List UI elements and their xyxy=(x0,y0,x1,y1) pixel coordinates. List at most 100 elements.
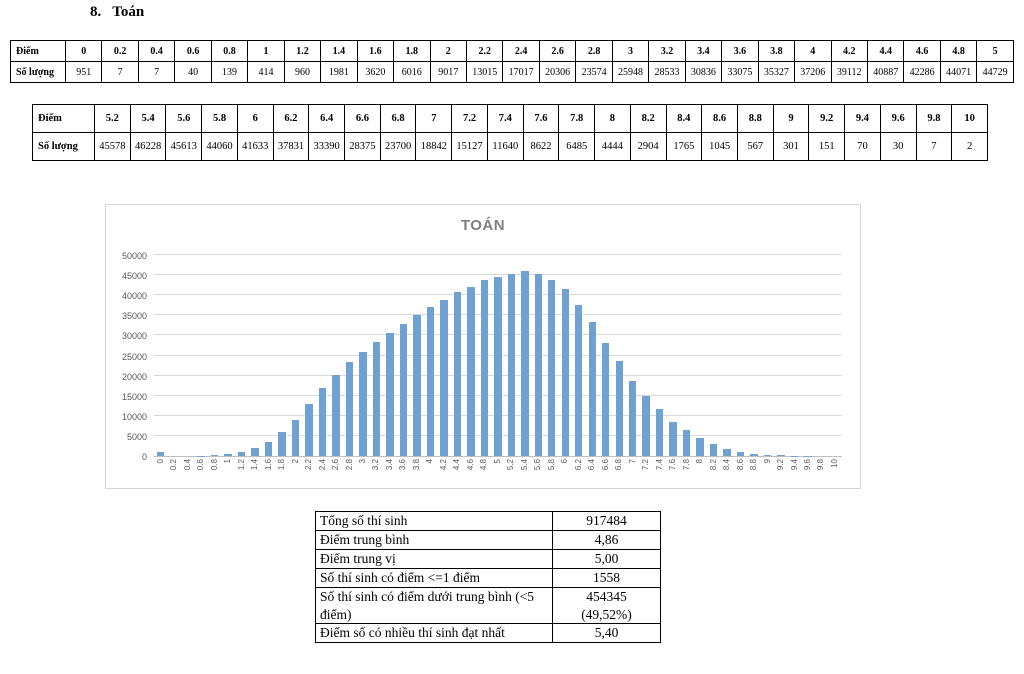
x-tick-label: 7.8 xyxy=(681,459,691,471)
x-tick: 7.8 xyxy=(680,459,693,470)
x-tick-label: 6.6 xyxy=(600,459,610,471)
count-cell: 17017 xyxy=(502,61,540,83)
count-cell: 33390 xyxy=(308,132,346,161)
section-title: Toán xyxy=(112,4,145,20)
count-cell: 6016 xyxy=(393,61,431,83)
x-tick: 1 xyxy=(221,459,234,470)
bar-slot xyxy=(491,256,504,456)
summary-value: 454345 (49,52%) xyxy=(552,586,661,625)
score-cell: 5.2 xyxy=(94,104,131,133)
x-tick: 8.4 xyxy=(720,459,733,470)
section-heading: 8. Toán xyxy=(90,4,144,21)
x-tick: 3.6 xyxy=(397,459,410,470)
summary-label: Số thí sinh có điểm dưới trung bình (<5 … xyxy=(315,586,553,625)
x-tick: 8.6 xyxy=(734,459,747,470)
bar-4.8 xyxy=(480,279,489,456)
score-cell: 5.8 xyxy=(201,104,238,133)
x-tick: 6.2 xyxy=(572,459,585,470)
x-tick-label: 5.4 xyxy=(519,459,529,471)
score-cell: 1.6 xyxy=(356,40,395,62)
count-cell: 70 xyxy=(844,132,881,161)
bar-slot xyxy=(639,256,652,456)
score-cell: 9.2 xyxy=(808,104,846,133)
bar-slot xyxy=(478,256,491,456)
bar-slot xyxy=(464,256,477,456)
bar-4.6 xyxy=(467,286,475,456)
bar-6.2 xyxy=(575,304,583,456)
bar-slot xyxy=(505,256,518,456)
score-row: Điểm 0 0.2 0.4 0.6 0.8 1 1.2 1.4 1.6 1.8 2 2.2 2.4 2.6… xyxy=(10,40,1014,62)
score-row: Điểm 5.2 5.4 5.6 5.8 6 6.2 6.4 6.6 6.8 7 7.2 7.4 7.6 7… xyxy=(32,104,988,133)
score-cell: 2 xyxy=(429,40,467,62)
score-cell: 9.8 xyxy=(915,104,953,133)
bar-1.4 xyxy=(251,448,259,456)
count-cell: 6485 xyxy=(558,132,596,161)
summary-row: Điểm trung bình 4,86 xyxy=(315,530,661,550)
count-cell: 35327 xyxy=(757,61,796,83)
count-row: Số lượng 951 7 7 40 139 414 960 1981 3620 6016 9017… xyxy=(10,61,1014,83)
x-tick: 9.4 xyxy=(788,459,801,470)
summary-value: 5,40 xyxy=(552,623,661,644)
summary-value: 5,00 xyxy=(552,549,661,569)
score-cell: 4.4 xyxy=(866,40,905,62)
bar-slot xyxy=(815,256,828,456)
x-tick-label: 8.2 xyxy=(708,459,718,471)
x-tick: 2.4 xyxy=(316,459,329,470)
score-cell: 1.8 xyxy=(393,40,431,62)
x-tick: 5.2 xyxy=(505,459,518,470)
bar-slot xyxy=(397,256,410,456)
score-table-5.2-to-10: Điểm 5.2 5.4 5.6 5.8 6 6.2 6.4 6.6 6.8 7 7.2 7.4 7.6 7… xyxy=(32,104,988,161)
count-cell: 301 xyxy=(772,132,810,161)
bar-slot xyxy=(167,256,180,456)
summary-label: Điểm trung vị xyxy=(315,549,553,569)
row-label-diem: Điểm xyxy=(10,40,66,62)
score-cell: 10 xyxy=(951,104,988,133)
bar-slot xyxy=(302,256,315,456)
x-tick: 1.8 xyxy=(275,459,288,470)
x-tick: 0.2 xyxy=(167,459,180,470)
x-tick: 3.4 xyxy=(383,459,396,470)
x-tick-label: 8.4 xyxy=(722,459,732,471)
x-tick-label: 8.8 xyxy=(749,459,759,471)
x-tick: 0.8 xyxy=(208,459,221,470)
x-tick-label: 3 xyxy=(358,459,367,464)
bar-slot xyxy=(761,256,774,456)
score-cell: 2.4 xyxy=(502,40,540,62)
count-cell: 25948 xyxy=(611,61,650,83)
score-cell: 7 xyxy=(415,104,453,133)
count-cell: 28375 xyxy=(344,132,381,161)
x-tick-label: 0.2 xyxy=(169,459,179,471)
y-tick-label: 15000 xyxy=(121,391,147,402)
count-cell: 151 xyxy=(808,132,846,161)
summary-row: Điểm số có nhiều thí sinh đạt nhất 5,40 xyxy=(315,623,661,644)
x-tick-label: 2.8 xyxy=(344,459,354,471)
bar-slot xyxy=(275,256,288,456)
x-tick: 9.8 xyxy=(815,459,828,470)
count-cell: 30 xyxy=(879,132,917,161)
score-cell: 7.2 xyxy=(451,104,488,133)
summary-value: 917484 xyxy=(552,511,661,531)
summary-statistics-table: Tổng số thí sinh 917484 Điểm trung bình 4,8… xyxy=(315,511,661,644)
bar-9 xyxy=(763,454,772,456)
count-cell: 2 xyxy=(951,132,988,161)
x-tick-label: 9 xyxy=(762,459,772,464)
bar-3.4 xyxy=(386,332,394,456)
score-cell: 6.2 xyxy=(272,104,310,133)
bar-slot xyxy=(734,256,747,456)
x-tick: 2 xyxy=(289,459,302,470)
count-cell: 15127 xyxy=(451,132,488,161)
bar-slot xyxy=(248,256,261,456)
bar-slot xyxy=(707,256,720,456)
x-tick-label: 1 xyxy=(223,459,233,464)
x-tick: 7.4 xyxy=(653,459,666,470)
x-tick-label: 3.8 xyxy=(411,459,421,471)
x-tick: 0.4 xyxy=(181,459,194,470)
bar-0.8 xyxy=(210,455,219,456)
x-tick-label: 0.8 xyxy=(209,459,219,471)
count-cell: 23574 xyxy=(575,61,613,83)
score-cell: 8.8 xyxy=(736,104,774,133)
bar-2.6 xyxy=(332,374,340,456)
x-tick: 0 xyxy=(154,459,167,470)
count-cell: 44729 xyxy=(976,61,1014,83)
y-tick-label: 0 xyxy=(141,452,147,462)
